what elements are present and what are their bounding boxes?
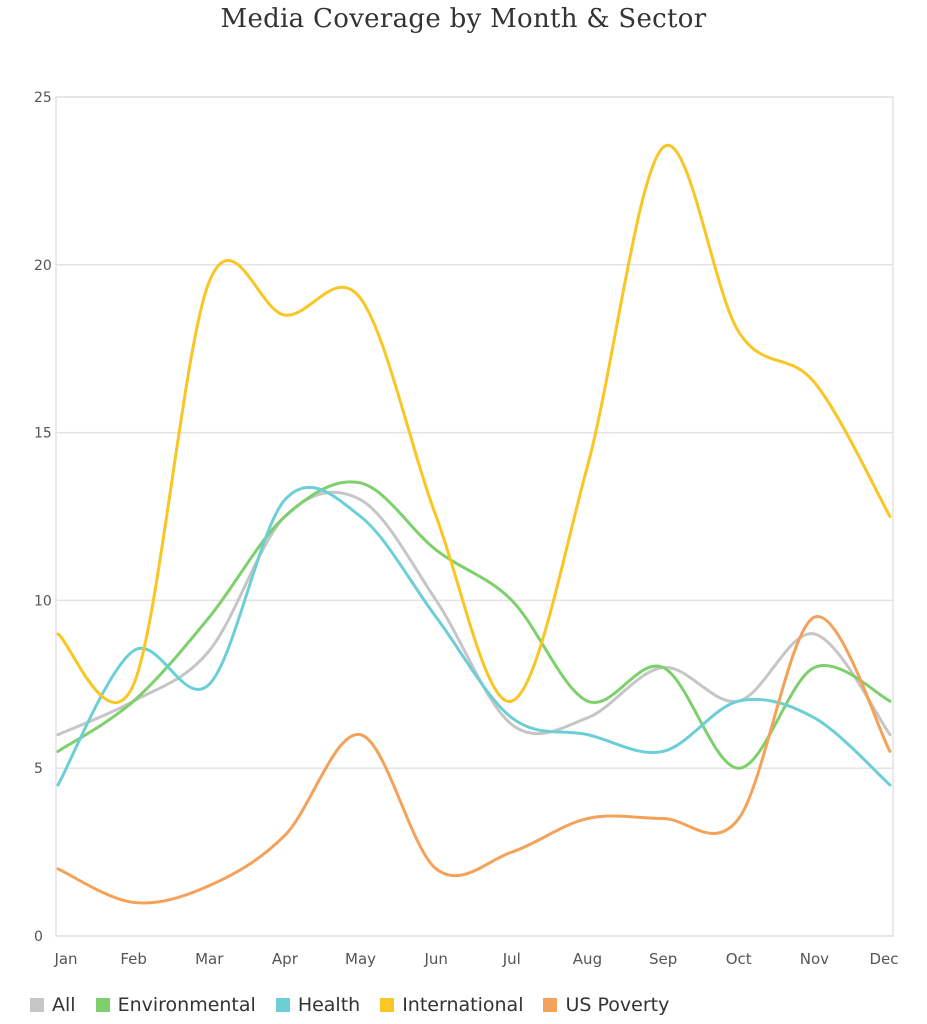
y-tick-label: 10 xyxy=(34,593,52,609)
legend-swatch xyxy=(30,998,44,1012)
legend-label: Health xyxy=(297,994,361,1016)
series-line-health xyxy=(56,485,892,787)
x-tick-label: May xyxy=(345,950,376,968)
y-axis: 0 5 10 15 20 25 xyxy=(34,90,52,945)
x-tick-label: Sep xyxy=(649,950,677,968)
x-tick-label: Oct xyxy=(726,950,752,968)
legend-label: International xyxy=(402,994,524,1016)
x-tick-label: Dec xyxy=(869,950,898,968)
legend-swatch xyxy=(543,998,558,1012)
y-tick-label: 15 xyxy=(34,426,52,442)
x-tick-label: Aug xyxy=(573,950,602,968)
x-tick-label: Mar xyxy=(195,950,224,968)
chart-title: Media Coverage by Month & Sector xyxy=(220,4,707,34)
y-tick-label: 25 xyxy=(34,90,52,106)
legend-swatch xyxy=(380,998,395,1012)
y-tick-label: 20 xyxy=(34,258,52,274)
series-line-all xyxy=(56,490,892,737)
x-tick-label: Jun xyxy=(423,950,447,968)
y-tick-label: 0 xyxy=(34,929,43,945)
legend-item[interactable]: Health xyxy=(275,994,361,1016)
legend-label: Environmental xyxy=(117,994,256,1016)
x-tick-label: Jul xyxy=(502,950,521,968)
legend-item[interactable]: All xyxy=(30,994,76,1016)
legend-swatch xyxy=(95,998,110,1012)
legend-item[interactable]: Environmental xyxy=(95,994,256,1016)
legend-label: All xyxy=(52,994,76,1016)
gridlines xyxy=(55,96,894,937)
y-tick-label: 5 xyxy=(34,761,43,777)
series-lines xyxy=(56,143,892,905)
line-chart: 0 5 10 15 20 25 Jan Feb Mar Apr May Jun Jul Aug Sep Oc… xyxy=(34,90,899,968)
plot-frame xyxy=(55,96,894,937)
x-tick-label: Nov xyxy=(800,950,829,968)
x-tick-label: Feb xyxy=(120,950,147,968)
x-tick-label: Apr xyxy=(272,950,299,968)
legend-swatch xyxy=(275,998,290,1012)
legend-item[interactable]: International xyxy=(380,994,523,1016)
x-tick-label: Jan xyxy=(53,950,77,968)
series-line-us-poverty xyxy=(56,615,892,905)
series-line-environmental xyxy=(56,480,892,770)
legend-label: US Poverty xyxy=(565,994,670,1016)
x-axis: Jan Feb Mar Apr May Jun Jul Aug Sep Oct Nov Dec xyxy=(53,950,898,968)
legend-item[interactable]: US Poverty xyxy=(543,994,669,1016)
series-line-international xyxy=(56,143,892,705)
legend: All Environmental Health International US Po… xyxy=(30,994,689,1016)
